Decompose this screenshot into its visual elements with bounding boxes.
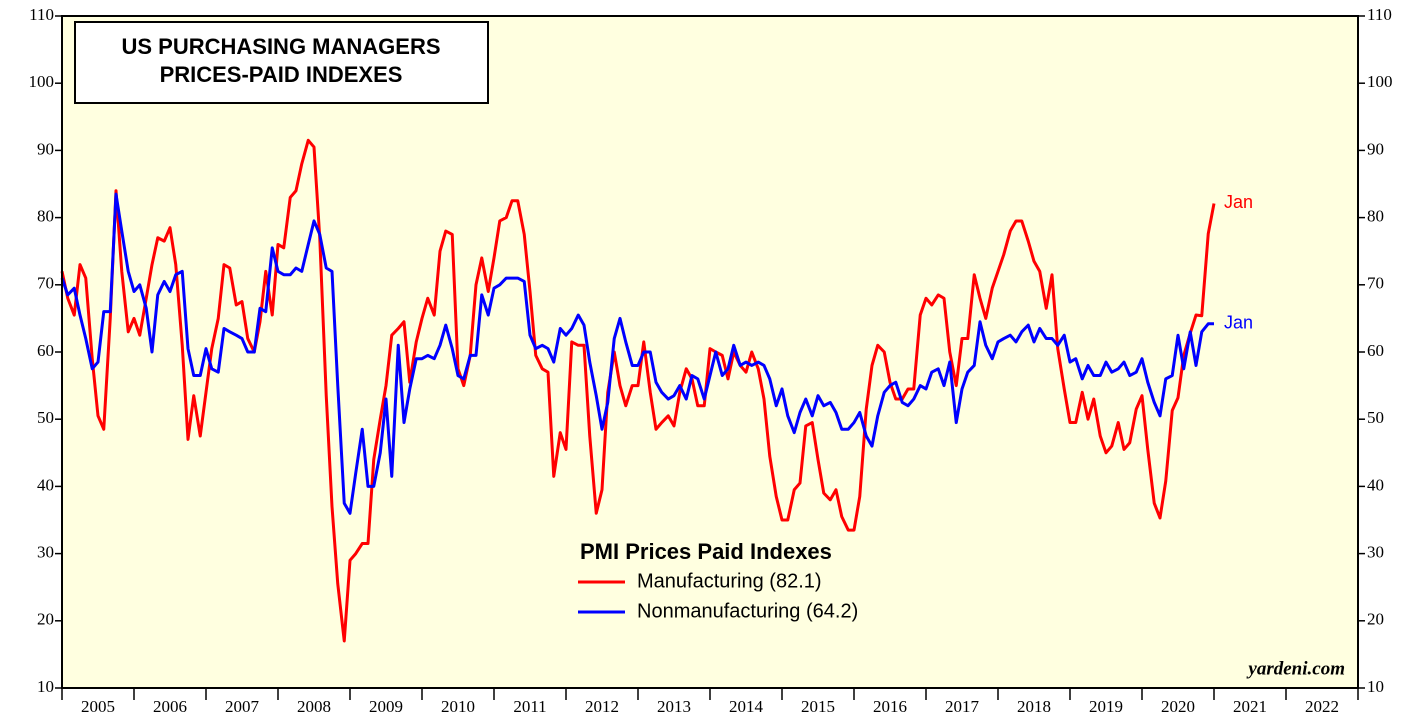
y-tick-label: 60 <box>37 341 54 360</box>
y2-tick-label: 50 <box>1367 408 1384 427</box>
chart-title: US PURCHASING MANAGERS <box>121 34 440 59</box>
x-tick-label: 2013 <box>657 697 691 716</box>
x-tick-label: 2014 <box>729 697 764 716</box>
title-box <box>74 21 489 104</box>
y2-tick-label: 70 <box>1367 274 1384 293</box>
x-tick-label: 2009 <box>369 697 403 716</box>
y2-tick-label: 10 <box>1367 677 1384 696</box>
x-tick-label: 2016 <box>873 697 907 716</box>
x-tick-label: 2008 <box>297 697 331 716</box>
credit: yardeni.com <box>1246 658 1345 679</box>
y2-tick-label: 20 <box>1367 610 1384 629</box>
y-tick-label: 80 <box>37 207 54 226</box>
y-tick-label: 30 <box>37 543 54 562</box>
y2-tick-label: 100 <box>1367 72 1393 91</box>
y2-tick-label: 60 <box>1367 341 1384 360</box>
x-tick-label: 2015 <box>801 697 835 716</box>
y2-tick-label: 90 <box>1367 139 1384 158</box>
x-tick-label: 2018 <box>1017 697 1051 716</box>
legend-title: PMI Prices Paid Indexes <box>580 539 832 564</box>
legend-label: Manufacturing (82.1) <box>637 570 822 592</box>
x-tick-label: 2007 <box>225 697 260 716</box>
series-line <box>60 192 1214 515</box>
y-tick-label: 40 <box>37 475 54 494</box>
x-tick-label: 2010 <box>441 697 475 716</box>
x-tick-label: 2019 <box>1089 697 1123 716</box>
annotation: Jan <box>1224 313 1253 333</box>
x-tick-label: 2022 <box>1305 697 1339 716</box>
legend-label: Nonmanufacturing (64.2) <box>637 600 858 622</box>
x-tick-label: 2006 <box>153 697 187 716</box>
y2-tick-label: 110 <box>1367 5 1392 24</box>
x-tick-label: 2012 <box>585 697 619 716</box>
y-tick-label: 110 <box>29 5 54 24</box>
x-tick-label: 2021 <box>1233 697 1267 716</box>
lines <box>60 138 1216 643</box>
y2-tick-label: 80 <box>1367 207 1384 226</box>
y-tick-label: 20 <box>37 610 54 629</box>
y-tick-label: 10 <box>37 677 54 696</box>
y-tick-label: 90 <box>37 139 54 158</box>
y-tick-label: 50 <box>37 408 54 427</box>
x-tick-label: 2020 <box>1161 697 1195 716</box>
x-tick-label: 2005 <box>81 697 115 716</box>
chart-title: PRICES-PAID INDEXES <box>160 62 403 87</box>
x-tick-label: 2017 <box>945 697 980 716</box>
x-tick-label: 2011 <box>513 697 546 716</box>
y-tick-label: 100 <box>29 72 55 91</box>
y-tick-label: 70 <box>37 274 54 293</box>
y2-tick-label: 30 <box>1367 543 1384 562</box>
annotation: Jan <box>1224 192 1253 212</box>
y2-tick-label: 40 <box>1367 475 1384 494</box>
